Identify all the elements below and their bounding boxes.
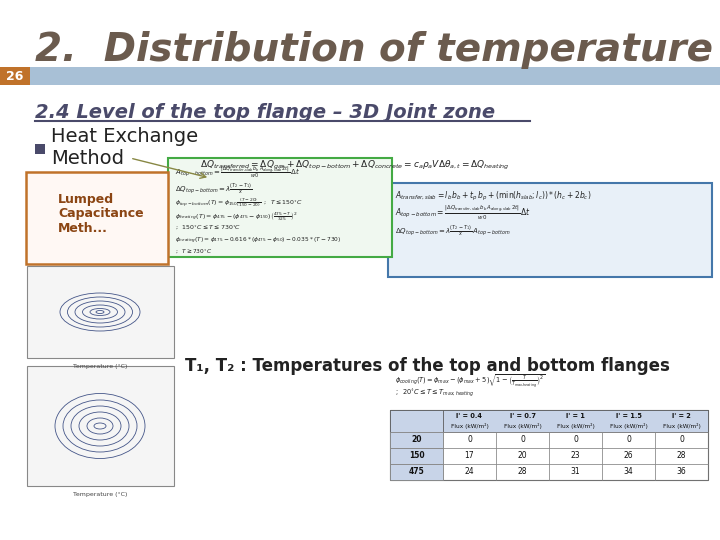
Text: $\Delta Q_{transferred} = \Delta Q_{gas} + \Delta Q_{top-bottom} + \Delta Q_{con: $\Delta Q_{transferred} = \Delta Q_{gas}… xyxy=(200,158,510,172)
Text: 2.  Distribution of temperature: 2. Distribution of temperature xyxy=(35,31,713,69)
FancyBboxPatch shape xyxy=(443,410,708,432)
Text: $;\;\; 20^{\circ}C \leq T \leq T_{max,heating}$: $;\;\; 20^{\circ}C \leq T \leq T_{max,he… xyxy=(395,388,474,400)
FancyBboxPatch shape xyxy=(390,464,443,480)
FancyBboxPatch shape xyxy=(390,410,443,432)
Text: 0: 0 xyxy=(467,435,472,444)
Text: 28: 28 xyxy=(677,451,686,461)
Text: $\phi_{top-bottom}(T) = \phi_{150}\frac{(T-20)}{(150-20)} \;\;;\;\; T \leq 150^{: $\phi_{top-bottom}(T) = \phi_{150}\frac{… xyxy=(175,196,303,208)
Text: Flux (kW/m²): Flux (kW/m²) xyxy=(662,423,701,429)
Text: 0: 0 xyxy=(520,435,525,444)
Text: 0: 0 xyxy=(573,435,578,444)
Text: 36: 36 xyxy=(677,468,686,476)
Text: 20: 20 xyxy=(518,451,527,461)
FancyBboxPatch shape xyxy=(27,266,174,358)
FancyBboxPatch shape xyxy=(27,366,174,486)
Text: l' = 0.7: l' = 0.7 xyxy=(510,413,536,419)
Text: Heat Exchange
Method: Heat Exchange Method xyxy=(51,126,198,167)
FancyBboxPatch shape xyxy=(390,432,443,448)
FancyBboxPatch shape xyxy=(35,144,45,154)
Text: $\phi_{cooling}(T) = \phi_{max} - (\phi_{max}+5)\sqrt{1 - \left(\frac{T}{T_{max,: $\phi_{cooling}(T) = \phi_{max} - (\phi_… xyxy=(395,373,546,391)
Text: Flux (kW/m²): Flux (kW/m²) xyxy=(610,423,647,429)
Text: 23: 23 xyxy=(571,451,580,461)
Text: T₁, T₂ : Temperatures of the top and bottom flanges: T₁, T₂ : Temperatures of the top and bot… xyxy=(185,357,670,375)
Text: 150: 150 xyxy=(409,451,424,461)
Text: 31: 31 xyxy=(571,468,580,476)
FancyBboxPatch shape xyxy=(0,67,30,85)
Text: 34: 34 xyxy=(624,468,634,476)
Text: 20: 20 xyxy=(411,435,422,444)
Text: $;\;\; 150^{\circ}C \leq T \leq 730^{\circ}C$: $;\;\; 150^{\circ}C \leq T \leq 730^{\ci… xyxy=(175,224,241,232)
Text: 17: 17 xyxy=(464,451,474,461)
Text: Temperature (°C): Temperature (°C) xyxy=(73,492,127,497)
Text: Lumped
Capacitance
Meth...: Lumped Capacitance Meth... xyxy=(58,192,143,235)
Text: l' = 2: l' = 2 xyxy=(672,413,691,419)
Text: $\phi_{heating}(T) = \phi_{475} - 0.616*(\phi_{475}-\phi_{50}) - 0.035*(T-730)$: $\phi_{heating}(T) = \phi_{475} - 0.616*… xyxy=(175,236,341,246)
FancyBboxPatch shape xyxy=(388,183,712,277)
FancyBboxPatch shape xyxy=(26,172,168,264)
Text: Temperature (°C): Temperature (°C) xyxy=(73,364,127,369)
Text: $\Delta Q_{top-bottom} = \lambda \frac{(T_2-T_1)}{x}$: $\Delta Q_{top-bottom} = \lambda \frac{(… xyxy=(175,182,253,197)
Text: $A_{top-bottom} = \frac{|\Delta Q_{transfer,slab}\, b_b\, A_{along,slab}\, 2t|}{: $A_{top-bottom} = \frac{|\Delta Q_{trans… xyxy=(175,165,300,180)
Text: $;\;\; T \geq 730^{\circ}C$: $;\;\; T \geq 730^{\circ}C$ xyxy=(175,248,212,256)
Text: Flux (kW/m²): Flux (kW/m²) xyxy=(557,423,595,429)
Text: Flux (kW/m²): Flux (kW/m²) xyxy=(451,423,488,429)
Text: 2.4 Level of the top flange – 3D Joint zone: 2.4 Level of the top flange – 3D Joint z… xyxy=(35,103,495,122)
Text: $\Delta Q_{top-bottom} = \lambda \frac{(T_2 - T_1)}{x}\,A_{top-bottom}$: $\Delta Q_{top-bottom} = \lambda \frac{(… xyxy=(395,224,510,239)
Text: 26: 26 xyxy=(6,70,24,83)
Text: l' = 1: l' = 1 xyxy=(566,413,585,419)
FancyBboxPatch shape xyxy=(390,410,708,480)
FancyBboxPatch shape xyxy=(390,448,443,464)
Text: Flux (kW/m²): Flux (kW/m²) xyxy=(503,423,541,429)
FancyBboxPatch shape xyxy=(168,158,392,257)
Text: 28: 28 xyxy=(518,468,527,476)
Text: 24: 24 xyxy=(464,468,474,476)
Text: 0: 0 xyxy=(626,435,631,444)
FancyBboxPatch shape xyxy=(30,67,720,85)
Text: $\phi_{heating}(T) = \phi_{475} - (\phi_{475}-\phi_{150})\left(\frac{475-T}{325}: $\phi_{heating}(T) = \phi_{475} - (\phi_… xyxy=(175,210,297,222)
Text: 26: 26 xyxy=(624,451,634,461)
Text: l' = 0.4: l' = 0.4 xyxy=(456,413,482,419)
Text: $A_{top-bottom} = \frac{|\Delta Q_{transfer,slab}\, b_b\, A_{along,slab}\, 2t|}{: $A_{top-bottom} = \frac{|\Delta Q_{trans… xyxy=(395,204,531,222)
Text: 475: 475 xyxy=(409,468,424,476)
Text: 0: 0 xyxy=(679,435,684,444)
Text: l' = 1.5: l' = 1.5 xyxy=(616,413,642,419)
Text: $A_{transfer,slab} = l_b\, b_b + t_p\, b_p + (\min(h_{slab};l_c))*(h_c + 2b_c)$: $A_{transfer,slab} = l_b\, b_b + t_p\, b… xyxy=(395,190,592,203)
